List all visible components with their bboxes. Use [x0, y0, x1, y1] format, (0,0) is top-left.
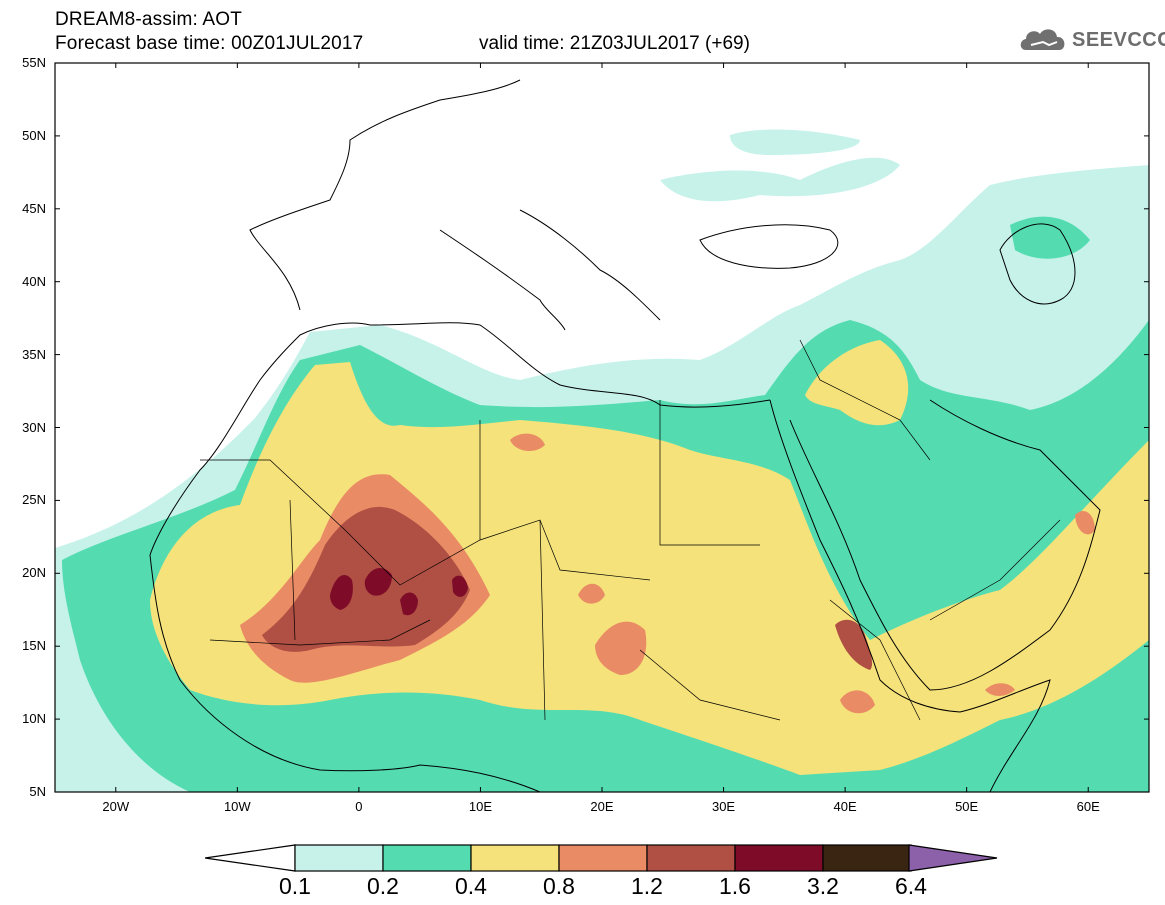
coastline-west-africa [149, 322, 371, 556]
lat-label: 5N [29, 784, 46, 799]
colorbar-label: 0.4 [455, 873, 487, 899]
lon-label: 0 [355, 799, 363, 814]
lon-label: 50E [955, 799, 979, 814]
aot-band-0.1 [730, 129, 860, 155]
colorbar [205, 844, 998, 872]
lon-label: 40E [833, 799, 857, 814]
coastline-mediterranean [369, 322, 771, 408]
aot-band-1.6 [330, 575, 353, 610]
aot-band-0.8 [595, 621, 647, 675]
colorbar-lower-arrow [205, 844, 296, 872]
lat-label: 25N [22, 492, 46, 508]
colorbar-box [822, 844, 912, 872]
lat-label: 45N [22, 200, 46, 216]
colorbar-box [734, 844, 824, 872]
colorbar-box [294, 844, 384, 872]
border-sahel [209, 499, 431, 646]
aot-band-0.8 [985, 683, 1015, 696]
colorbar-upper-arrow [908, 844, 998, 872]
coastline-black-sea [699, 224, 839, 269]
border-east-africa [639, 599, 921, 721]
coastline-arabia [789, 399, 1101, 691]
cloud-icon [1020, 29, 1065, 50]
aot-band-0.4 [805, 340, 909, 426]
lat-label: 15N [22, 638, 46, 654]
aot-contours [55, 129, 1149, 792]
aot-band-0.1 [660, 157, 900, 202]
aot-band-1.6 [400, 592, 418, 616]
colorbar-label: 3.2 [807, 873, 839, 899]
aot-band-0.4 [150, 362, 1149, 775]
aot-band-0.8 [510, 433, 545, 452]
coastline-europe [249, 79, 661, 331]
border-sahara-1 [200, 459, 651, 586]
map-title: DREAM8-assim: AOT [55, 9, 243, 30]
valid-time: valid time: 21Z03JUL2017 (+69) [479, 33, 750, 54]
colorbar-label: 0.2 [367, 873, 399, 899]
colorbar-box [558, 844, 648, 872]
coastline-caspian [999, 223, 1076, 305]
border-sahara-2 [479, 400, 760, 721]
lon-label: 30E [711, 799, 736, 814]
aot-band-0.8 [840, 690, 875, 714]
lon-label: 10W [223, 799, 251, 814]
lat-label: 30N [22, 419, 46, 435]
coastlines-and-borders [149, 79, 1101, 792]
coastline-red-sea [769, 399, 961, 713]
logo-text: SEEVCCC [1072, 29, 1165, 51]
colorbar-label: 6.4 [895, 873, 927, 899]
lon-label: 10E [468, 799, 492, 814]
lat-label: 50N [22, 127, 46, 143]
forecast-base-time: Forecast base time: 00Z01JUL2017 [55, 33, 364, 54]
colorbar-box [470, 844, 560, 872]
lat-label: 20N [22, 565, 46, 581]
lon-label: 20W [102, 799, 130, 814]
lat-label: 40N [22, 273, 46, 289]
lat-label: 55N [22, 55, 46, 70]
colorbar-label: 1.6 [719, 873, 751, 899]
colorbar-label: 0.8 [543, 873, 575, 899]
lon-label: 60E [1076, 799, 1100, 814]
colorbar-box [646, 844, 736, 872]
colorbar-boxes [294, 844, 912, 872]
lat-label: 35N [22, 346, 46, 362]
colorbar-label: 0.1 [279, 873, 311, 899]
lat-label: 10N [22, 711, 46, 727]
aot-band-0.8 [1075, 510, 1095, 535]
aot-band-1.6 [364, 568, 392, 596]
border-middle-east [799, 339, 1061, 621]
colorbar-label: 1.2 [631, 873, 663, 899]
coastline-horn-of-africa [959, 679, 1051, 792]
coastline-gulf-of-guinea [149, 554, 541, 792]
aot-band-1.6 [452, 575, 468, 597]
axis-ticks [55, 62, 1149, 793]
colorbar-box [382, 844, 472, 872]
lon-label: 20E [590, 799, 614, 814]
aot-band-0.8 [578, 583, 605, 604]
seevccc-logo: SEEVCCC [1018, 24, 1165, 56]
